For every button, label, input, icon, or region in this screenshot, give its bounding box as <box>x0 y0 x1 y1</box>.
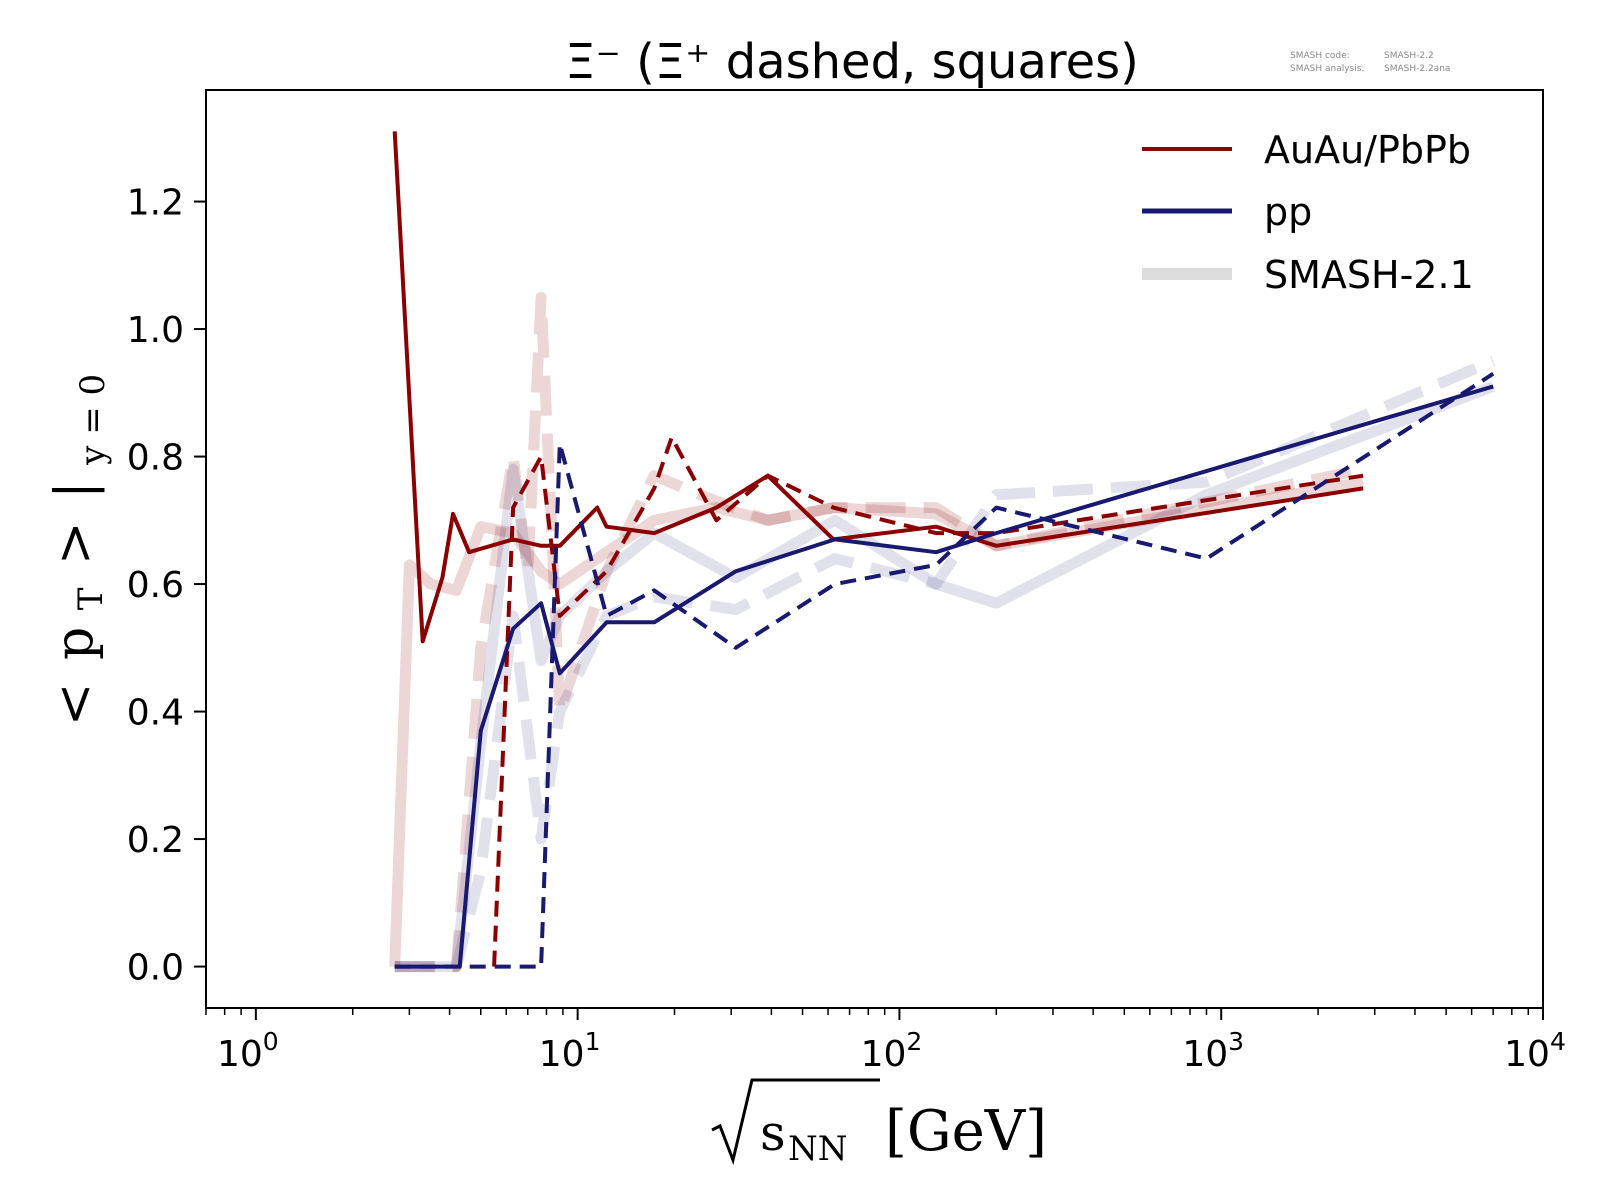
y-axis-ticks: 0.0 0.2 0.4 0.6 0.8 1.0 1.2 <box>127 183 206 989</box>
smash-pp-xi-plus-line <box>394 355 1496 973</box>
data-auau-pbpb-xi-plus-line <box>492 435 1364 967</box>
smash-watermark: SMASH code: SMASH-2.2 SMASH analysis: SM… <box>1290 51 1450 74</box>
y-axis-label-text: < p T > | y = 0 <box>45 374 115 726</box>
data-pp-xi-minus-line <box>394 384 1494 969</box>
legend-label-smash-2-1: SMASH-2.1 <box>1264 253 1474 297</box>
y-axis-label-open: < <box>45 683 105 727</box>
data-pp-xi-plus-line <box>394 372 1495 969</box>
x-tick-label-exponent: 3 <box>1228 1027 1244 1056</box>
y-tick-label: 0.0 <box>127 948 184 989</box>
y-tick-label: 0.8 <box>127 438 184 479</box>
legend-label-auau-pbpb: AuAu/PbPb <box>1264 128 1471 172</box>
x-axis-label-sub: NN <box>788 1129 848 1169</box>
legend-label-pp: pp <box>1264 190 1312 234</box>
y-tick-label: 1.2 <box>127 183 184 224</box>
x-tick-label-exponent: 1 <box>585 1027 601 1056</box>
x-tick-label: 101 <box>539 1027 601 1075</box>
y-axis-label-cond-sub: y = 0 <box>73 374 113 466</box>
x-tick-label-exponent: 0 <box>263 1027 279 1056</box>
data-auau-pbpb-xi-minus-line <box>392 131 1364 644</box>
x-axis-label-radical <box>711 1078 880 1166</box>
x-axis-label-base: s <box>760 1104 786 1162</box>
y-axis-label: < p T > | y = 0 <box>45 374 115 726</box>
watermark-code-value: SMASH-2.2 <box>1384 51 1434 61</box>
smash-auau-pbpb-xi-minus-line <box>389 476 1365 967</box>
x-tick-label-exponent: 4 <box>1550 1027 1566 1056</box>
y-tick-label: 0.4 <box>127 693 184 734</box>
y-tick-label: 0.6 <box>127 565 184 606</box>
watermark-analysis-value: SMASH-2.2ana <box>1384 64 1450 74</box>
x-tick-label: 103 <box>1182 1027 1244 1075</box>
x-axis-minor-ticks <box>205 1008 1530 1015</box>
watermark-code-label: SMASH code: <box>1290 51 1350 61</box>
smash-auau-pbpb-xi-plus-line <box>394 291 1365 973</box>
x-tick-label-exponent: 2 <box>906 1027 922 1056</box>
y-axis-label-p: p <box>45 627 105 660</box>
data-series-layer <box>392 131 1495 969</box>
y-tick-label: 0.2 <box>127 820 184 861</box>
x-axis-label: s NN [GeV] <box>711 1078 1047 1169</box>
plot-frame <box>205 89 1544 1009</box>
watermark-analysis-label: SMASH analysis: <box>1290 64 1364 74</box>
x-axis-ticks: 100 101 102 103 104 <box>217 1008 1566 1075</box>
legend: AuAu/PbPb pp SMASH-2.1 <box>1142 128 1474 297</box>
y-axis-label-close: > <box>45 521 105 565</box>
smash-2-1-series-layer <box>389 291 1496 973</box>
chart-title: Ξ⁻ (Ξ⁺ dashed, squares) <box>565 34 1139 90</box>
smash-pp-xi-minus-line <box>394 381 1496 973</box>
y-axis-label-bar: | <box>45 481 105 499</box>
y-tick-label: 1.0 <box>127 310 184 351</box>
y-axis-label-p-sub: T <box>71 587 111 610</box>
x-axis-label-unit: [GeV] <box>885 1099 1047 1164</box>
